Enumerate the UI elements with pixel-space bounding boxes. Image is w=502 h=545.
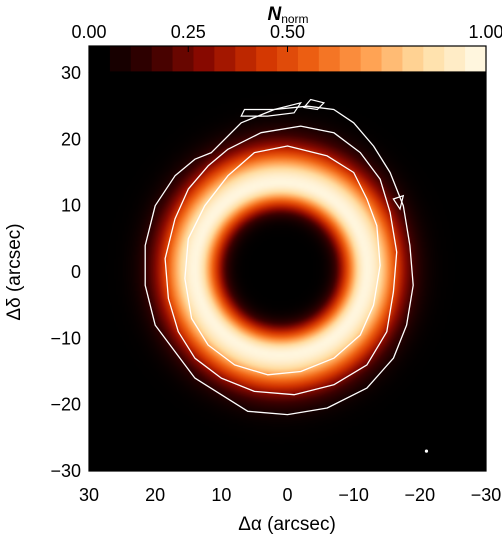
colorbar-swatch — [402, 46, 424, 72]
colorbar-swatch — [151, 46, 174, 72]
colorbar-swatch — [89, 46, 111, 72]
colorbar-swatch — [193, 46, 215, 72]
colorbar-swatch — [109, 46, 132, 72]
colorbar-swatch — [172, 46, 195, 72]
colorbar-label: Nnorm — [267, 4, 308, 26]
x-tick-label: −20 — [405, 485, 436, 505]
colorbar-swatch — [381, 46, 404, 72]
colorbar-swatch — [214, 46, 236, 72]
contour-island — [392, 194, 405, 211]
y-axis-ticks: 30 20 10 0 −10 −20 −30 — [50, 63, 486, 481]
colorbar-swatch — [235, 46, 257, 72]
y-tick-label: −20 — [50, 395, 81, 415]
colorbar-tick-label: 1.00 — [468, 22, 502, 42]
plot-area — [89, 73, 486, 471]
ring-heatmap — [89, 73, 486, 471]
colorbar-swatch — [318, 46, 341, 72]
x-tick-label: 30 — [79, 485, 99, 505]
x-tick-label: 20 — [145, 485, 165, 505]
colorbar-swatch — [130, 46, 153, 72]
colorbar — [88, 45, 487, 73]
y-tick-label: 30 — [61, 63, 81, 83]
colorbar-tick-labels: 0.00 0.25 0.50 1.00 — [71, 22, 502, 52]
contour-lines — [144, 98, 414, 416]
y-tick-label: 10 — [61, 196, 81, 216]
y-axis-label: Δδ (arcsec) — [4, 223, 25, 320]
x-axis-label: Δα (arcsec) — [238, 514, 336, 535]
x-tick-label: 10 — [211, 485, 231, 505]
marker-point — [424, 449, 429, 453]
colorbar-swatch — [256, 46, 278, 72]
colorbar-swatch — [360, 46, 383, 72]
contour-middle — [164, 125, 398, 396]
y-tick-label: 20 — [61, 129, 81, 149]
colorbar-swatch — [339, 46, 362, 72]
contour-island — [240, 101, 303, 117]
colorbar-tick-label: 0.25 — [171, 22, 206, 42]
colorbar-tick-label: 0.00 — [71, 22, 106, 42]
colorbar-swatch — [465, 46, 487, 72]
colorbar-swatch — [297, 46, 320, 72]
x-tick-label: 0 — [282, 485, 292, 505]
y-tick-label: −10 — [50, 328, 81, 348]
x-tick-label: −10 — [338, 485, 369, 505]
markers — [424, 449, 429, 453]
colorbar-swatch — [277, 46, 299, 72]
colorbar-swatch — [423, 46, 445, 72]
y-tick-label: 0 — [71, 262, 81, 282]
x-tick-label: −30 — [471, 485, 502, 505]
contour-inner — [184, 145, 381, 376]
x-axis-ticks: 30 20 10 0 −10 −20 −30 — [79, 73, 501, 505]
colorbar-tick-label: 0.50 — [270, 22, 305, 42]
y-tick-label: −30 — [50, 461, 81, 481]
contour-island — [302, 98, 326, 111]
contour-outer — [144, 105, 414, 416]
colorbar-swatch — [444, 46, 466, 72]
